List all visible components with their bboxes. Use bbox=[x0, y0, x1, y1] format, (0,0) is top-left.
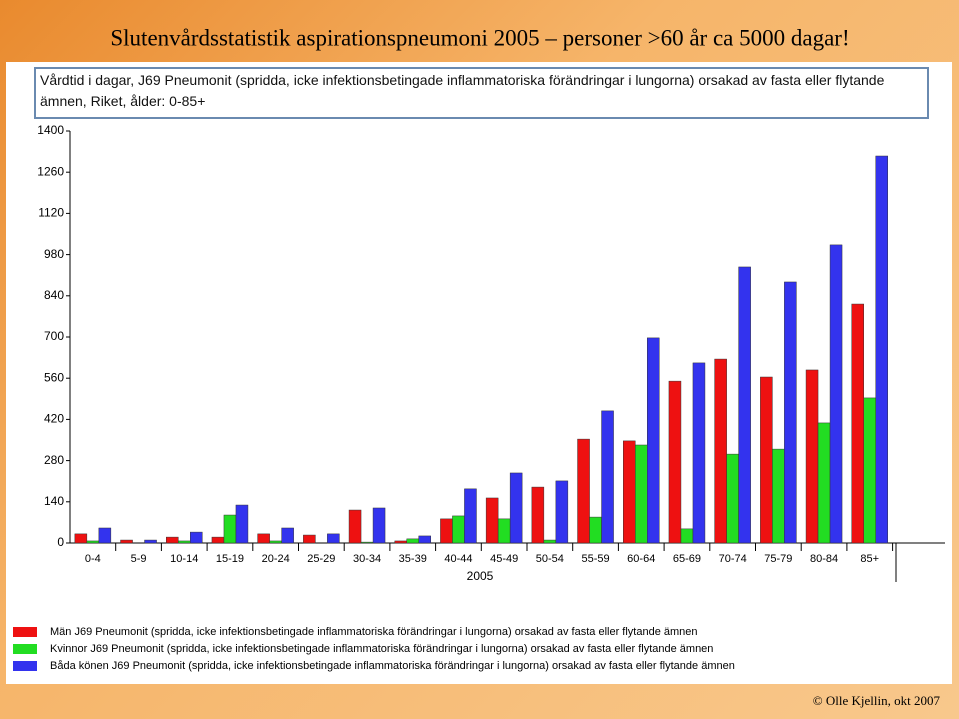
bar bbox=[178, 540, 191, 544]
legend-label: Kvinnor J69 Pneumonit (spridda, icke inf… bbox=[50, 643, 713, 655]
bar bbox=[647, 337, 660, 544]
bar bbox=[281, 527, 294, 544]
y-tick-label: 840 bbox=[44, 288, 64, 302]
footer: © Olle Kjellin, okt 2007 bbox=[813, 693, 941, 708]
x-axis-label: 2005 bbox=[467, 569, 494, 583]
bar bbox=[555, 480, 569, 544]
bar bbox=[635, 444, 648, 544]
bar bbox=[668, 380, 682, 544]
bar bbox=[269, 540, 282, 544]
x-tick-label: 75-79 bbox=[764, 553, 792, 565]
x-tick-label: 35-39 bbox=[399, 553, 427, 565]
bar bbox=[531, 486, 545, 544]
y-tick-label: 1260 bbox=[37, 164, 64, 178]
y-tick-label: 700 bbox=[44, 329, 64, 343]
bar bbox=[360, 541, 374, 544]
bar bbox=[485, 497, 499, 544]
legend-label: Män J69 Pneumonit (spridda, icke infekti… bbox=[50, 626, 698, 638]
bar bbox=[601, 410, 614, 544]
bar bbox=[211, 536, 225, 544]
x-tick-label: 40-44 bbox=[444, 553, 472, 565]
bar bbox=[257, 533, 270, 544]
y-tick-label: 1400 bbox=[37, 123, 64, 137]
bar bbox=[394, 540, 407, 544]
bar bbox=[120, 539, 133, 544]
bar bbox=[829, 244, 843, 544]
bar bbox=[235, 504, 249, 544]
slide-title: Slutenvårdsstatistik aspirationspneumoni… bbox=[110, 25, 849, 50]
bar bbox=[543, 539, 557, 544]
bar bbox=[440, 518, 453, 544]
bar bbox=[86, 540, 100, 544]
bar bbox=[327, 533, 340, 544]
x-tick-label: 60-64 bbox=[627, 553, 655, 565]
x-tick-label: 50-54 bbox=[536, 553, 564, 565]
bar bbox=[851, 303, 864, 544]
legend-swatch bbox=[13, 627, 37, 637]
bar bbox=[144, 539, 157, 544]
bar bbox=[303, 534, 316, 544]
bar bbox=[509, 472, 523, 544]
bar bbox=[714, 358, 727, 544]
bar bbox=[74, 533, 88, 544]
bar bbox=[692, 362, 706, 544]
y-tick-label: 140 bbox=[44, 494, 64, 508]
bar bbox=[190, 531, 203, 544]
bar bbox=[726, 453, 739, 544]
bar bbox=[784, 281, 797, 544]
bar bbox=[98, 527, 112, 544]
bar bbox=[738, 266, 751, 544]
x-tick-label: 10-14 bbox=[170, 553, 198, 565]
x-tick-label: 85+ bbox=[860, 553, 879, 565]
bar bbox=[817, 422, 831, 544]
y-tick-label: 280 bbox=[44, 453, 64, 467]
bar bbox=[680, 528, 694, 544]
legend-swatch bbox=[13, 644, 37, 654]
bar bbox=[372, 507, 386, 544]
bar bbox=[875, 155, 888, 544]
y-tick-label: 1120 bbox=[38, 206, 64, 220]
bar bbox=[452, 515, 465, 544]
chart-title-box bbox=[34, 67, 929, 119]
bar bbox=[577, 438, 590, 544]
bar bbox=[805, 369, 819, 544]
x-tick-label: 70-74 bbox=[719, 553, 747, 565]
bar bbox=[497, 518, 511, 544]
bar bbox=[589, 516, 602, 544]
legend-swatch bbox=[13, 661, 37, 671]
x-tick-label: 5-9 bbox=[131, 553, 147, 565]
x-tick-label: 45-49 bbox=[490, 553, 518, 565]
bar bbox=[223, 514, 237, 544]
bar bbox=[406, 538, 419, 544]
x-tick-label: 55-59 bbox=[581, 553, 609, 565]
bar bbox=[623, 440, 636, 544]
bar bbox=[418, 535, 431, 544]
chart-title-wrap: Vårdtid i dagar, J69 Pneumonit (spridda,… bbox=[40, 72, 885, 109]
x-tick-label: 65-69 bbox=[673, 553, 701, 565]
bar bbox=[760, 376, 773, 544]
x-tick-label: 25-29 bbox=[307, 553, 335, 565]
bar bbox=[464, 488, 477, 544]
chart-title: Vårdtid i dagar, J69 Pneumonit (spridda,… bbox=[40, 72, 885, 109]
x-tick-label: 0-4 bbox=[85, 553, 101, 565]
y-tick-label: 420 bbox=[44, 412, 64, 426]
bar bbox=[348, 509, 362, 544]
y-tick-label: 560 bbox=[44, 370, 64, 384]
x-tick-label: 30-34 bbox=[353, 553, 381, 565]
x-tick-label: 80-84 bbox=[810, 553, 838, 565]
bar bbox=[863, 397, 876, 544]
y-tick-label: 980 bbox=[44, 247, 64, 261]
bar bbox=[166, 536, 179, 544]
bar bbox=[772, 448, 785, 544]
x-tick-label: 15-19 bbox=[216, 553, 244, 565]
x-tick-label: 20-24 bbox=[262, 553, 290, 565]
y-tick-label: 0 bbox=[57, 535, 64, 549]
legend-label: Båda könen J69 Pneumonit (spridda, icke … bbox=[50, 660, 735, 672]
